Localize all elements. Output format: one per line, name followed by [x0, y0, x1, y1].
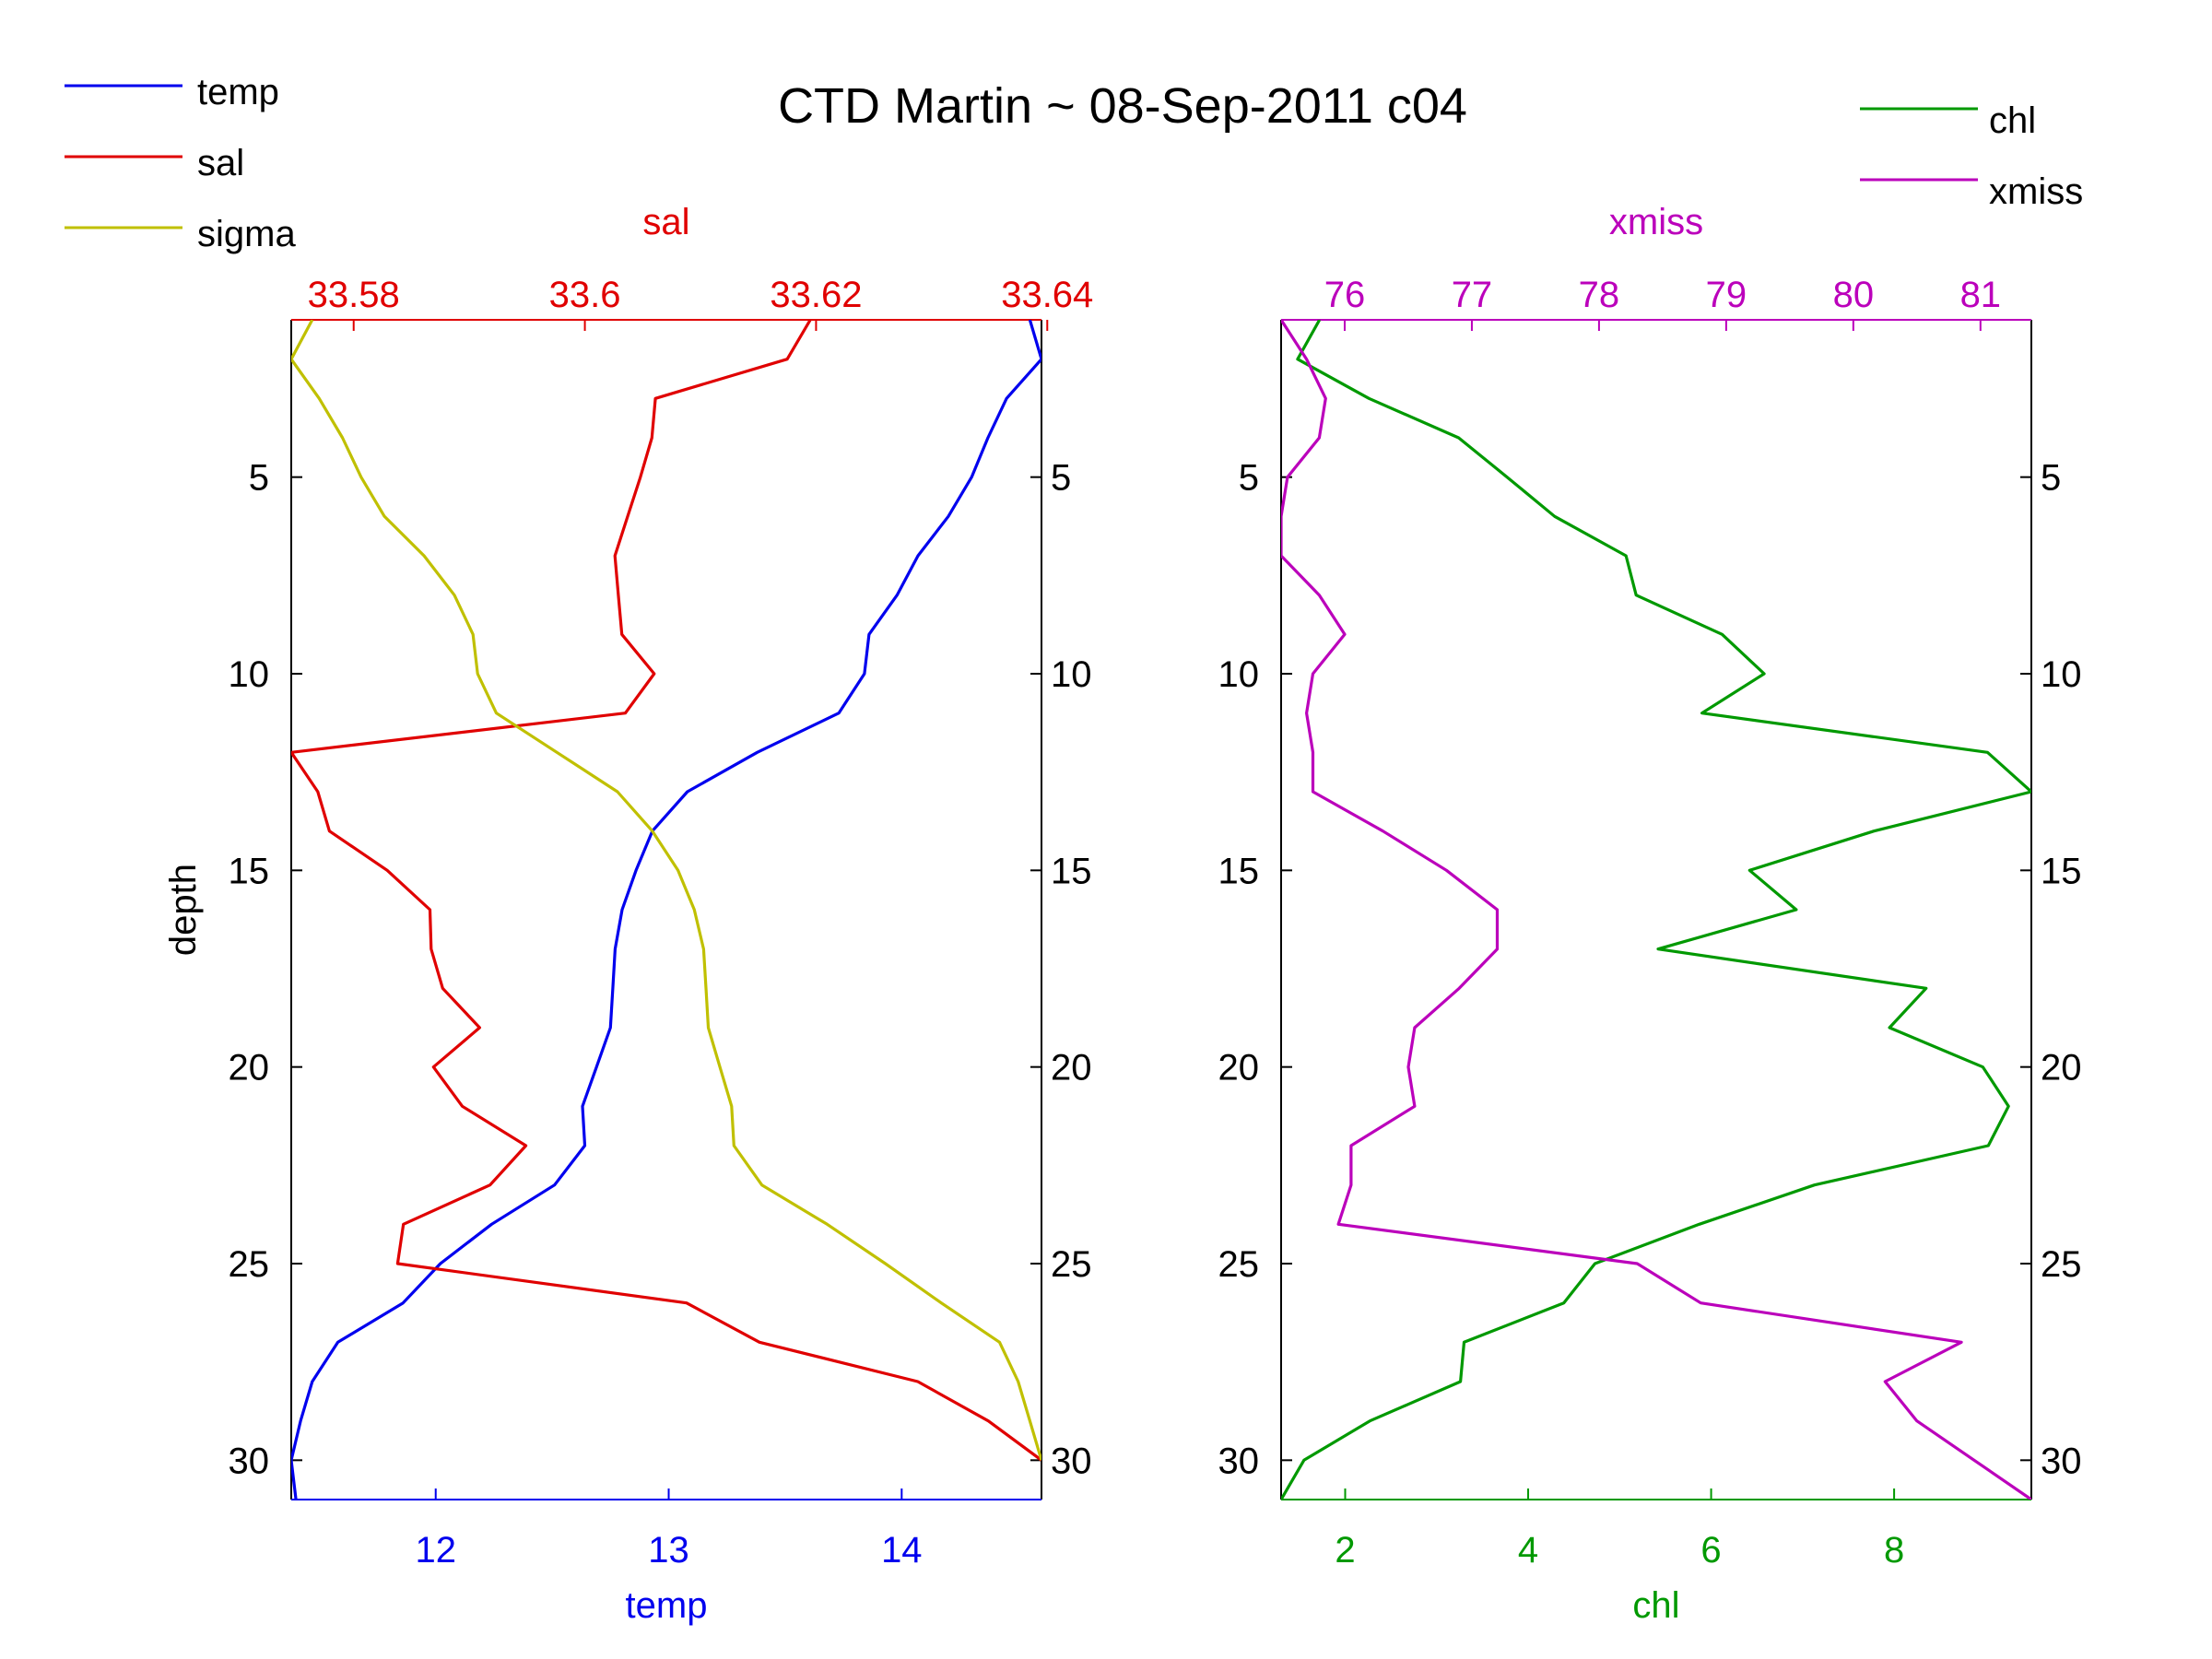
- depth-tick-label-left: 15: [1218, 851, 1260, 891]
- legend-label-xmiss: xmiss: [1989, 171, 2083, 212]
- bottom-axis-label: temp: [626, 1585, 708, 1626]
- depth-tick-label-right: 10: [2041, 654, 2082, 695]
- y-axis-label: depth: [163, 864, 204, 956]
- depth-tick-label-left: 10: [1218, 654, 1260, 695]
- series-line-chl: [1281, 320, 2031, 1500]
- right-panel: 5 5 10 10 15 15 20 20 25 25 30 30 2 4 6 8 chl 76 77 78 79 80 8…: [1218, 202, 2082, 1626]
- depth-tick-label-left: 20: [229, 1048, 270, 1088]
- top-tick-label: 33.6: [549, 275, 621, 315]
- top-tick-label: 78: [1579, 275, 1620, 315]
- depth-tick-label-right: 15: [1051, 851, 1092, 891]
- bottom-tick-label: 13: [648, 1530, 689, 1571]
- bottom-tick-label: 4: [1518, 1530, 1538, 1571]
- series-line-sal: [291, 320, 1041, 1462]
- depth-tick-label-left: 10: [229, 654, 270, 695]
- depth-tick-label-left: 30: [229, 1441, 270, 1481]
- depth-tick-label-right: 15: [2041, 851, 2082, 891]
- legend-label-temp: temp: [197, 72, 279, 112]
- series-line-sigma: [291, 320, 1041, 1461]
- depth-tick-label-right: 20: [2041, 1048, 2082, 1088]
- top-tick-label: 79: [1706, 275, 1747, 315]
- bottom-tick-label: 12: [415, 1530, 456, 1571]
- top-tick-label: 33.58: [308, 275, 400, 315]
- depth-tick-label-right: 30: [1051, 1441, 1092, 1481]
- series-line-temp: [291, 320, 1041, 1500]
- depth-tick-label-right: 10: [1051, 654, 1092, 695]
- legend-right: chl xmiss: [1860, 100, 2083, 212]
- bottom-tick-label: 8: [1884, 1530, 1904, 1571]
- top-tick-label: 33.64: [1001, 275, 1093, 315]
- top-tick-label: 77: [1452, 275, 1493, 315]
- top-axis-label: xmiss: [1609, 202, 1703, 242]
- depth-tick-label-left: 25: [1218, 1244, 1260, 1285]
- legend-label-chl: chl: [1989, 100, 2036, 141]
- depth-tick-label-left: 5: [1239, 458, 1259, 499]
- figure-title: CTD Martin ~ 08-Sep-2011 c04: [778, 78, 1467, 134]
- bottom-tick-label: 14: [881, 1530, 923, 1571]
- series-line-xmiss: [1281, 320, 2031, 1500]
- depth-tick-label-left: 25: [229, 1244, 270, 1285]
- depth-tick-label-right: 25: [1051, 1244, 1092, 1285]
- bottom-axis-label: chl: [1632, 1585, 1679, 1626]
- top-tick-label: 81: [1960, 275, 2002, 315]
- legend-left: temp sal sigma: [65, 72, 296, 254]
- bottom-tick-label: 2: [1335, 1530, 1355, 1571]
- top-tick-label: 33.62: [770, 275, 862, 315]
- legend-label-sigma: sigma: [197, 214, 296, 254]
- depth-tick-label-left: 5: [249, 458, 269, 499]
- depth-tick-label-left: 20: [1218, 1048, 1260, 1088]
- depth-tick-label-left: 15: [229, 851, 270, 891]
- depth-tick-label-right: 20: [1051, 1048, 1092, 1088]
- legend-label-sal: sal: [197, 143, 244, 183]
- top-tick-label: 80: [1833, 275, 1875, 315]
- depth-tick-label-left: 30: [1218, 1441, 1260, 1481]
- depth-tick-label-right: 5: [2041, 458, 2061, 499]
- depth-tick-label-right: 25: [2041, 1244, 2082, 1285]
- top-tick-label: 76: [1324, 275, 1366, 315]
- left-panel: 5 5 10 10 15 15 20 20 25 25 30 30 12 13 14 temp 33.58 33.…: [163, 202, 1093, 1626]
- bottom-tick-label: 6: [1700, 1530, 1721, 1571]
- depth-tick-label-right: 30: [2041, 1441, 2082, 1481]
- depth-tick-label-right: 5: [1051, 458, 1071, 499]
- top-axis-label: sal: [642, 202, 689, 242]
